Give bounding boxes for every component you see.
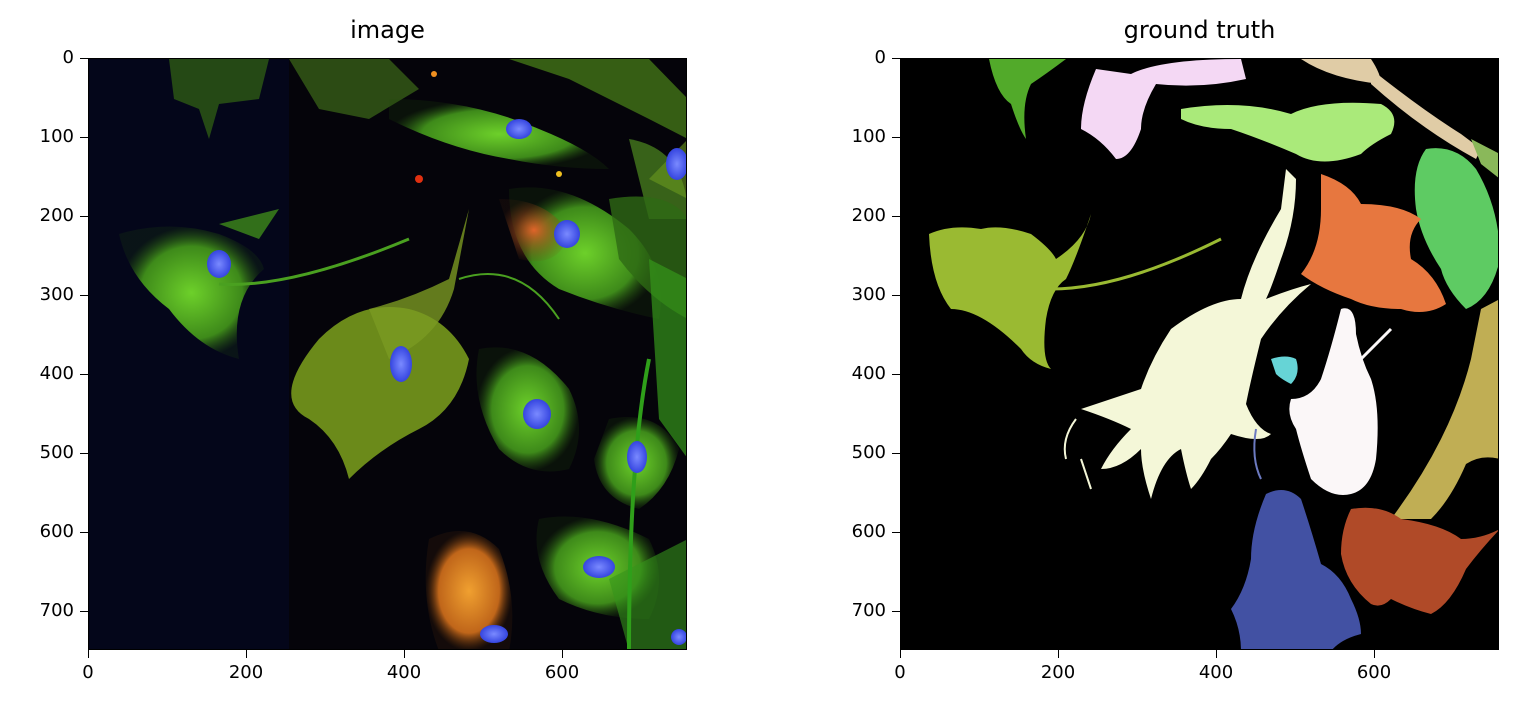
- y-tick: [892, 374, 900, 375]
- microscopy-image: [88, 58, 687, 650]
- x-tick: [1374, 650, 1375, 658]
- y-tick: [892, 216, 900, 217]
- y-tick: [80, 453, 88, 454]
- y-tick-label: 200: [39, 205, 74, 226]
- y-tick: [80, 137, 88, 138]
- y-tick: [892, 137, 900, 138]
- y-tick-label: 500: [851, 442, 886, 463]
- microscopy-image-svg: [89, 59, 686, 649]
- x-tick-label: 400: [386, 662, 422, 683]
- y-tick: [80, 216, 88, 217]
- x-tick: [562, 650, 563, 658]
- y-tick-label: 100: [851, 126, 886, 147]
- segmentation-mask: [900, 58, 1499, 650]
- x-tick: [404, 650, 405, 658]
- x-tick-label: 0: [894, 662, 906, 683]
- y-tick: [892, 532, 900, 533]
- x-tick: [88, 650, 89, 658]
- x-tick: [1058, 650, 1059, 658]
- segmentation-mask-svg: [901, 59, 1498, 649]
- x-tick-label: 600: [544, 662, 580, 683]
- panel-title: image: [350, 16, 425, 44]
- x-tick-label: 600: [1356, 662, 1392, 683]
- x-tick-label: 400: [1198, 662, 1234, 683]
- x-tick: [246, 650, 247, 658]
- y-tick-label: 0: [62, 47, 74, 68]
- y-tick-label: 600: [39, 521, 74, 542]
- y-tick: [80, 374, 88, 375]
- y-tick-label: 400: [39, 363, 74, 384]
- y-tick-label: 200: [851, 205, 886, 226]
- y-tick-label: 0: [874, 47, 886, 68]
- x-tick-label: 200: [228, 662, 264, 683]
- y-tick: [892, 58, 900, 59]
- y-tick-label: 300: [851, 284, 886, 305]
- x-tick: [900, 650, 901, 658]
- y-tick-label: 600: [851, 521, 886, 542]
- y-tick: [892, 295, 900, 296]
- y-tick: [892, 453, 900, 454]
- x-tick-label: 0: [82, 662, 94, 683]
- y-tick-label: 300: [39, 284, 74, 305]
- y-tick: [80, 58, 88, 59]
- y-tick-label: 400: [851, 363, 886, 384]
- x-tick-label: 200: [1040, 662, 1076, 683]
- y-tick-label: 100: [39, 126, 74, 147]
- y-tick-label: 700: [39, 600, 74, 621]
- y-tick-label: 500: [39, 442, 74, 463]
- y-tick: [80, 611, 88, 612]
- y-tick-label: 700: [851, 600, 886, 621]
- x-tick: [1216, 650, 1217, 658]
- y-tick: [80, 532, 88, 533]
- panel-title: ground truth: [1123, 16, 1276, 44]
- y-tick: [892, 611, 900, 612]
- y-tick: [80, 295, 88, 296]
